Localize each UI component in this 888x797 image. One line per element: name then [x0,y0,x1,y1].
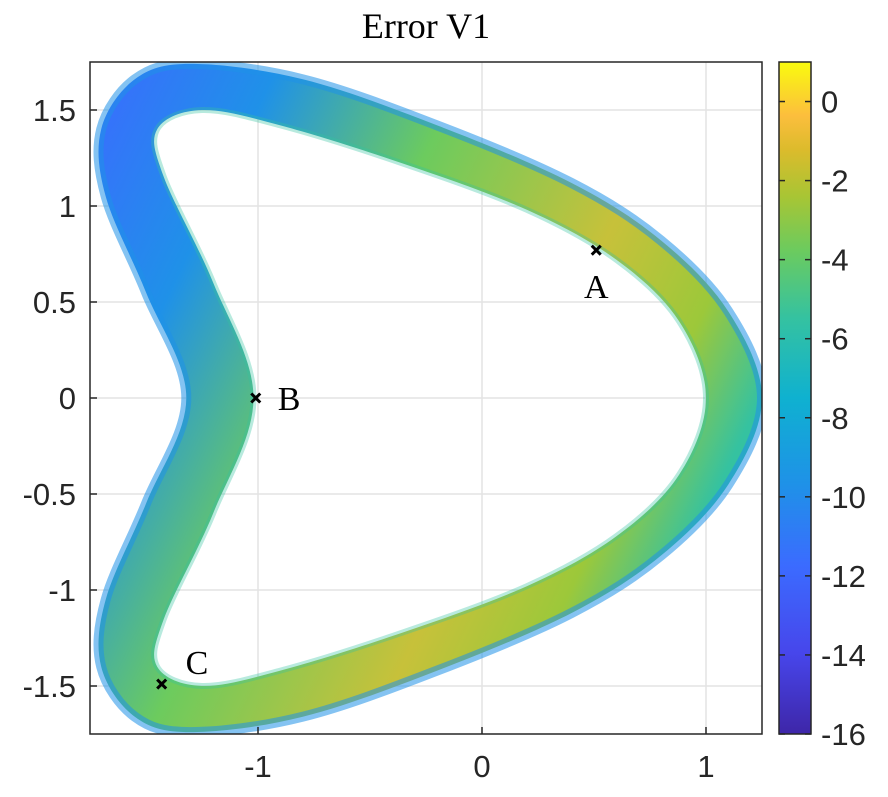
colorbar-ticks: 0 -2 -4 -6 -8 -10 -12 -14 -16 [779,85,866,752]
marker-b: B [250,381,301,418]
error-band [98,63,762,733]
annotation-label: C [186,645,209,682]
error-region [93,62,762,734]
y-tick-label: 0 [59,381,76,416]
x-mark [156,678,168,690]
colorbar-tick-label: -8 [821,401,849,436]
band-inner-edge [151,106,710,690]
x-axis-ticks: -1 0 1 [244,727,715,784]
colorbar-tick-label: 0 [821,85,838,120]
colorbar-tick-label: -6 [821,322,849,357]
y-tick-label: -1 [48,573,76,608]
x-tick-label: 0 [473,749,490,784]
colorbar-tick-label: -14 [821,638,866,673]
x-mark [250,392,262,404]
annotation-label: B [278,381,301,418]
annotation-label: A [584,269,609,306]
colorbar-tick-label: -16 [821,717,866,752]
y-tick-label: -0.5 [23,477,76,512]
colorbar-tick-label: -10 [821,480,866,515]
colorbar [778,61,812,735]
marker-a: A [584,244,609,306]
y-axis-ticks: 1.5 1 0.5 0 -0.5 -1 -1.5 [23,93,97,704]
y-tick-label: 1.5 [33,93,76,128]
marker-c: C [156,645,209,690]
annotation-markers: A B C [156,244,609,690]
y-tick-label: -1.5 [23,669,76,704]
x-tick-label: -1 [244,749,272,784]
colorbar-tick-label: -4 [821,243,849,278]
y-tick-label: 0.5 [33,285,76,320]
colorbar-tick-label: -2 [821,164,849,199]
chart-title: Error V1 [362,6,490,46]
y-tick-label: 1 [59,189,76,224]
band-outer-edge [93,62,762,734]
x-mark [590,244,602,256]
colorbar-tick-label: -12 [821,559,866,594]
x-tick-label: 1 [697,749,714,784]
